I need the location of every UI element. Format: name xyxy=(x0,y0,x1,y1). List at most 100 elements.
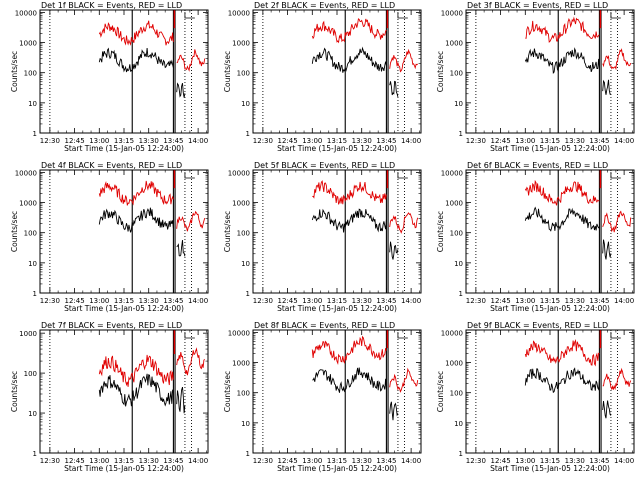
x-tick-label: 13:30 xyxy=(565,297,585,305)
y-tick-label: 10000 xyxy=(228,9,250,17)
x-axis-label: Start Time (15-Jan-05 12:24:00) xyxy=(64,144,184,153)
series-events-line xyxy=(176,386,186,414)
x-tick-label: 14:00 xyxy=(401,137,421,145)
y-tick-label: 1 xyxy=(246,130,250,138)
x-tick-label: 12:45 xyxy=(277,297,297,305)
plot-panel-8: Det 8f BLACK = Events, RED = LLD 1 10 100 10… xyxy=(223,321,422,473)
y-tick-label: 1 xyxy=(33,130,37,138)
x-axis-label: Start Time (15-Jan-05 12:24:00) xyxy=(490,304,610,313)
series-events-line xyxy=(176,240,186,257)
series-lld-line xyxy=(176,347,205,376)
x-axis-label: Start Time (15-Jan-05 12:24:00) xyxy=(64,304,184,313)
x-tick-label: 13:00 xyxy=(302,297,322,305)
y-tick-label: 1000 xyxy=(19,40,37,48)
y-tick-label: 10000 xyxy=(441,169,463,177)
plot-panel-2: Det 2f BLACK = Events, RED = LLD 1 10 100 10… xyxy=(223,1,422,153)
y-axis-label: Counts/sec xyxy=(436,51,445,92)
interval-marker xyxy=(610,332,621,339)
x-tick-label: 13:45 xyxy=(163,137,183,145)
y-tick-label: 1000 xyxy=(19,200,37,208)
x-tick-label: 14:00 xyxy=(188,137,208,145)
series-events-line xyxy=(98,207,174,233)
x-tick-label: 12:45 xyxy=(277,137,297,145)
plot-title: Det 3f BLACK = Events, RED = LLD xyxy=(467,1,608,10)
x-tick-label: 12:30 xyxy=(40,457,60,465)
y-tick-label: 1 xyxy=(246,290,250,298)
y-tick-label: 10000 xyxy=(441,329,463,337)
x-tick-label: 12:30 xyxy=(253,297,273,305)
series-events-line xyxy=(524,47,600,74)
interval-marker xyxy=(397,172,408,179)
x-tick-label: 12:30 xyxy=(253,137,273,145)
plot-panel-7: Det 7f BLACK = Events, RED = LLD 1 10 100 10… xyxy=(10,321,209,473)
x-tick-label: 13:30 xyxy=(352,297,372,305)
series-events-line xyxy=(98,373,174,407)
x-tick-label: 13:15 xyxy=(540,297,560,305)
series-lld-line xyxy=(602,367,632,391)
y-axis-label: Counts/sec xyxy=(436,211,445,252)
series-events-line xyxy=(602,400,612,419)
y-tick-label: 10 xyxy=(28,260,37,268)
x-tick-label: 13:15 xyxy=(327,137,347,145)
plot-title: Det 1f BLACK = Events, RED = LLD xyxy=(41,1,182,10)
y-tick-label: 1 xyxy=(459,130,463,138)
x-tick-label: 13:15 xyxy=(327,297,347,305)
plot-panel-4: Det 4f BLACK = Events, RED = LLD 1 10 100 10… xyxy=(10,161,209,313)
y-tick-label: 10000 xyxy=(228,169,250,177)
series-lld-line xyxy=(176,210,206,232)
series-events-line xyxy=(311,208,387,233)
x-axis-label: Start Time (15-Jan-05 12:24:00) xyxy=(490,144,610,153)
x-tick-label: 12:30 xyxy=(40,297,60,305)
interval-marker xyxy=(184,12,195,19)
x-tick-label: 12:30 xyxy=(253,457,273,465)
x-tick-label: 13:30 xyxy=(139,457,159,465)
x-axis-label: Start Time (15-Jan-05 12:24:00) xyxy=(64,464,184,473)
x-tick-label: 13:15 xyxy=(114,137,134,145)
x-tick-label: 13:00 xyxy=(89,457,109,465)
x-tick-label: 13:15 xyxy=(114,457,134,465)
x-tick-label: 13:30 xyxy=(352,457,372,465)
y-tick-label: 100 xyxy=(24,370,37,378)
series-events-line xyxy=(389,401,399,421)
y-tick-label: 1000 xyxy=(445,40,463,48)
y-tick-label: 10 xyxy=(28,100,37,108)
x-tick-label: 13:45 xyxy=(163,457,183,465)
y-tick-label: 1000 xyxy=(19,330,37,338)
x-tick-label: 13:15 xyxy=(540,137,560,145)
y-tick-label: 10000 xyxy=(15,169,37,177)
x-tick-label: 13:30 xyxy=(352,137,372,145)
x-tick-label: 14:00 xyxy=(614,457,634,465)
plot-title: Det 5f BLACK = Events, RED = LLD xyxy=(254,161,395,170)
series-events-line xyxy=(98,47,174,73)
y-tick-label: 100 xyxy=(237,230,250,238)
plot-title: Det 2f BLACK = Events, RED = LLD xyxy=(254,1,395,10)
series-lld-line xyxy=(312,180,387,205)
plot-title: Det 4f BLACK = Events, RED = LLD xyxy=(41,161,182,170)
x-tick-label: 12:45 xyxy=(64,137,84,145)
x-tick-label: 14:00 xyxy=(188,457,208,465)
plot-frame xyxy=(465,169,635,294)
x-axis-label: Start Time (15-Jan-05 12:24:00) xyxy=(490,464,610,473)
y-tick-label: 100 xyxy=(24,230,37,238)
x-tick-label: 14:00 xyxy=(188,297,208,305)
series-events-line xyxy=(524,367,600,394)
x-tick-label: 13:30 xyxy=(565,137,585,145)
y-tick-label: 100 xyxy=(450,230,463,238)
x-tick-label: 13:00 xyxy=(302,137,322,145)
x-tick-label: 13:30 xyxy=(565,457,585,465)
x-tick-label: 13:15 xyxy=(540,457,560,465)
y-tick-label: 100 xyxy=(237,70,250,78)
y-tick-label: 10 xyxy=(241,260,250,268)
plot-title: Det 9f BLACK = Events, RED = LLD xyxy=(467,321,608,330)
series-lld-line xyxy=(98,20,174,46)
y-axis-label: Counts/sec xyxy=(223,51,232,92)
plot-frame xyxy=(465,329,635,454)
x-tick-label: 12:45 xyxy=(490,457,510,465)
x-tick-label: 13:45 xyxy=(376,137,396,145)
series-events-line xyxy=(176,82,186,98)
y-tick-label: 10 xyxy=(454,420,463,428)
series-lld-line xyxy=(98,180,174,206)
series-events-line xyxy=(312,367,387,393)
